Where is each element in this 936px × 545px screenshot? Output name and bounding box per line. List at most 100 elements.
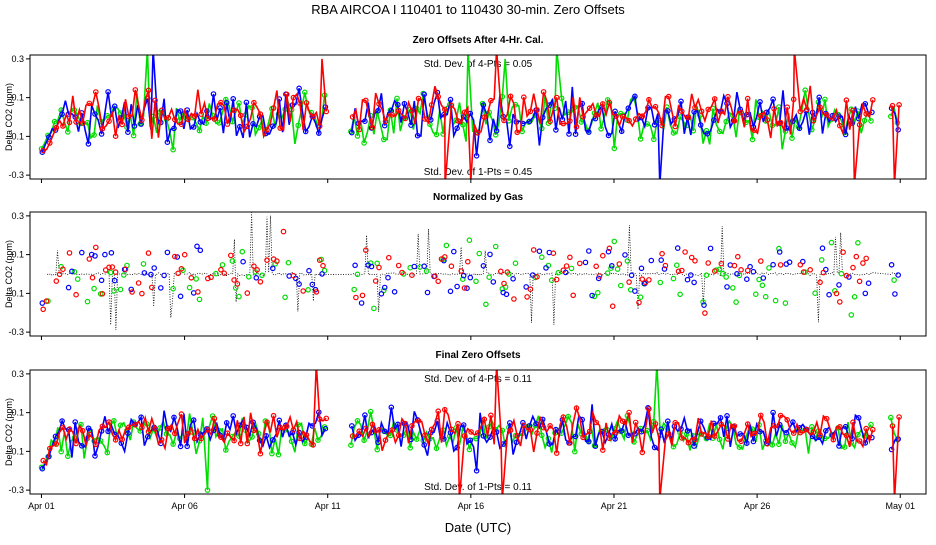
data-point-red	[172, 253, 178, 260]
data-point-blue	[184, 443, 191, 450]
data-point-green	[611, 238, 618, 245]
y-tick-label: 0.1	[11, 93, 24, 103]
data-point-red	[274, 258, 280, 264]
data-point-red	[685, 114, 692, 121]
data-point-red	[283, 423, 290, 430]
data-point-green	[361, 140, 367, 146]
data-point-red	[488, 97, 494, 104]
data-point-blue	[678, 98, 684, 105]
data-point-red	[349, 114, 356, 120]
data-point-green	[51, 118, 58, 125]
data-point-green	[677, 291, 683, 298]
data-point-green	[782, 300, 789, 306]
data-point-red	[40, 306, 47, 313]
data-point-red	[626, 117, 632, 124]
data-point-red	[435, 408, 442, 415]
data-point-red	[224, 121, 231, 127]
data-point-blue	[776, 249, 783, 255]
data-point-blue	[348, 129, 355, 136]
data-point-blue	[319, 271, 325, 277]
data-point-red	[850, 264, 856, 271]
data-point-red	[106, 419, 112, 425]
data-point-green	[305, 286, 311, 293]
data-point-red	[678, 267, 685, 274]
data-point-blue	[849, 435, 855, 442]
data-point-red	[277, 125, 284, 131]
data-point-green	[683, 431, 690, 437]
data-point-blue	[612, 108, 618, 115]
data-point-red	[165, 425, 172, 432]
data-point-blue	[108, 250, 115, 256]
data-point-blue	[92, 453, 98, 459]
data-point-blue	[480, 102, 487, 108]
x-tick-label: Apr 26	[744, 501, 771, 511]
data-point-green	[374, 108, 381, 115]
y-tick-label: -0.3	[8, 327, 24, 337]
data-point-red	[658, 498, 662, 502]
data-point-red	[448, 426, 455, 433]
panel-2-title: Normalized by Gas	[433, 192, 523, 203]
data-point-red	[734, 253, 741, 260]
data-point-red	[777, 262, 784, 268]
data-point-red	[205, 426, 211, 433]
data-point-red	[244, 440, 251, 447]
data-point-red	[863, 255, 870, 262]
data-point-red	[152, 426, 158, 432]
data-point-green	[670, 275, 677, 282]
data-point-blue	[79, 442, 85, 449]
data-point-red	[563, 263, 570, 269]
data-point-blue	[388, 404, 395, 411]
data-point-red	[389, 112, 395, 118]
data-point-green	[473, 278, 479, 285]
data-point-red	[599, 101, 606, 107]
data-point-green	[776, 441, 782, 448]
data-point-blue	[424, 289, 431, 296]
data-point-blue	[546, 441, 553, 447]
data-point-blue	[296, 281, 302, 287]
data-point-red	[277, 424, 284, 431]
data-point-red	[356, 126, 363, 133]
panel-3-frame	[29, 369, 927, 495]
panel-3-series	[38, 370, 902, 502]
data-point-red	[290, 427, 297, 433]
data-point-red	[869, 426, 876, 433]
data-point-blue	[223, 99, 230, 106]
y-tick-label: 0.1	[11, 408, 24, 418]
data-point-green	[604, 270, 611, 276]
data-point-blue	[125, 129, 131, 136]
data-point-blue	[92, 253, 98, 259]
data-point-red	[725, 93, 731, 100]
data-point-blue	[240, 258, 246, 265]
data-point-red	[79, 120, 86, 126]
data-point-red	[376, 426, 382, 433]
data-point-blue	[770, 96, 776, 103]
data-point-blue	[506, 420, 513, 426]
data-point-red	[428, 102, 435, 108]
data-point-red	[264, 127, 270, 133]
data-point-red	[481, 416, 488, 423]
data-point-green	[130, 132, 137, 139]
data-point-blue	[648, 257, 655, 264]
data-point-red	[205, 115, 211, 122]
data-point-red	[458, 268, 465, 274]
data-point-red	[349, 433, 356, 439]
data-point-green	[374, 446, 381, 453]
data-point-blue	[411, 263, 418, 270]
data-point-red	[560, 267, 567, 274]
x-tick-label: Apr 16	[458, 501, 485, 511]
data-point-red	[840, 249, 846, 256]
data-point-green	[295, 122, 302, 129]
data-point-red	[896, 102, 902, 108]
data-point-red	[353, 294, 359, 301]
data-point-red	[359, 292, 366, 299]
data-point-green	[828, 239, 835, 246]
data-point-red	[504, 269, 511, 275]
data-point-blue	[618, 428, 625, 434]
data-point-red	[659, 250, 665, 257]
data-point-green	[186, 284, 193, 291]
data-point-red	[540, 424, 547, 431]
data-point-red	[313, 289, 320, 295]
data-point-blue	[269, 123, 276, 130]
data-point-red	[682, 249, 688, 255]
data-point-red	[580, 434, 586, 441]
